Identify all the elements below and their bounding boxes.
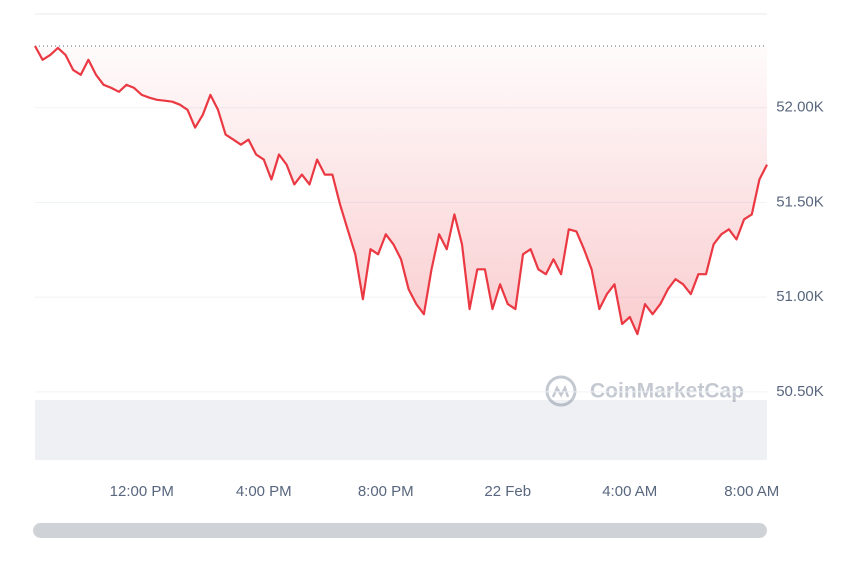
scrollbar[interactable] <box>33 523 767 538</box>
price-area <box>35 46 767 335</box>
x-tick-label: 8:00 AM <box>724 483 779 500</box>
y-tick-label: 50.50K <box>776 383 824 400</box>
y-tick-label: 51.00K <box>776 288 824 305</box>
x-tick-label: 8:00 PM <box>358 483 414 500</box>
y-tick-label: 52.00K <box>776 99 824 116</box>
x-tick-label: 12:00 PM <box>110 483 174 500</box>
x-tick-label: 4:00 PM <box>236 483 292 500</box>
volume-area <box>35 400 767 460</box>
watermark: CoinMarketCap <box>590 380 744 403</box>
y-tick-label: 51.50K <box>776 193 824 210</box>
watermark-logo <box>545 375 577 407</box>
x-tick-label: 22 Feb <box>484 483 531 500</box>
x-tick-label: 4:00 AM <box>602 483 657 500</box>
price-line <box>34 45 768 336</box>
